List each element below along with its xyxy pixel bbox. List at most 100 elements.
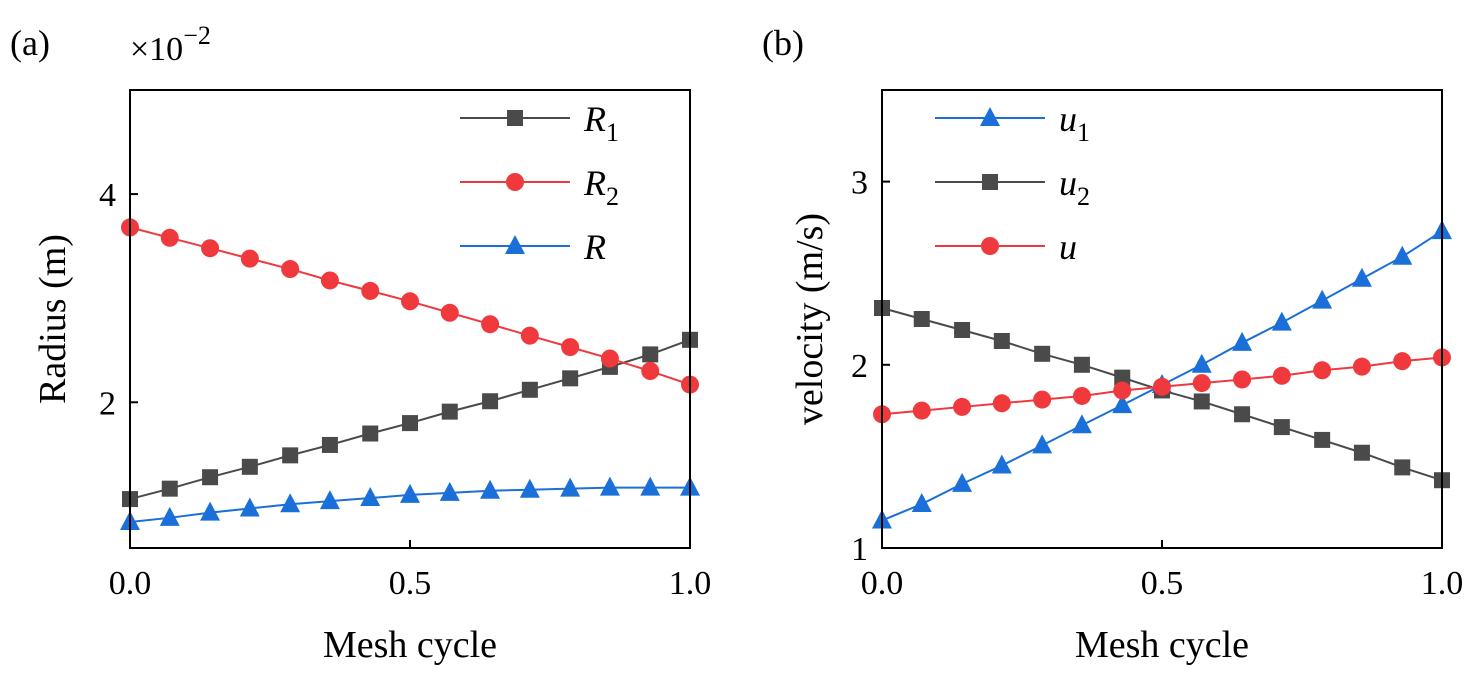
- data-point-R: [360, 487, 381, 507]
- data-point-R: [560, 477, 581, 497]
- panel-b-label: (b): [762, 23, 804, 63]
- data-point-u2: [1114, 369, 1131, 386]
- data-point-u2: [1193, 393, 1210, 410]
- legend-label-u2: u2: [1059, 163, 1090, 211]
- legend-label-R: R: [583, 227, 606, 267]
- data-point-R1: [562, 370, 579, 387]
- legend-label-R2: R2: [583, 163, 619, 211]
- data-point-R1: [282, 447, 299, 464]
- legend-marker-u: [981, 237, 999, 255]
- data-point-u1: [1112, 394, 1133, 414]
- data-point-R2: [641, 362, 660, 381]
- panel-a-y-axis-title: Radius (m): [32, 234, 74, 404]
- data-point-R2: [600, 349, 619, 368]
- data-point-u: [1033, 390, 1052, 409]
- data-point-R1: [241, 458, 258, 475]
- data-point-R: [480, 479, 501, 499]
- data-point-R2: [201, 239, 220, 258]
- data-point-R1: [441, 403, 458, 420]
- data-point-R1: [642, 346, 659, 363]
- x-tick-label: 0.0: [861, 565, 904, 602]
- x-tick-label: 1.0: [669, 565, 712, 602]
- data-point-R2: [561, 338, 580, 357]
- data-point-u1: [991, 454, 1012, 474]
- data-point-R2: [160, 228, 179, 247]
- data-point-R: [319, 490, 340, 510]
- data-point-R1: [202, 469, 219, 486]
- data-point-u: [1192, 374, 1211, 393]
- data-point-R1: [161, 480, 178, 497]
- panel-b-plot-frame: [881, 89, 1443, 549]
- data-point-u1: [1392, 245, 1413, 265]
- legend-label-u1: u1: [1059, 99, 1090, 147]
- legend-marker-R1: [507, 110, 523, 126]
- data-point-u1: [1032, 434, 1053, 454]
- data-point-u: [1072, 386, 1091, 405]
- data-point-u1: [952, 472, 973, 492]
- data-point-u: [1153, 377, 1171, 396]
- data-point-u2: [993, 332, 1010, 349]
- x-tick-label: 0.0: [109, 565, 152, 602]
- panel-a-radius-chart: (a) ×10−2 R1 R2 R 0.0 0.5 1.0 2 4 Mesh cycle R…: [10, 21, 711, 666]
- panel-a-multiplier: ×10−2: [130, 21, 211, 68]
- data-point-u2: [1034, 345, 1051, 362]
- y-tick-label: 2: [99, 385, 116, 422]
- data-point-u2: [1234, 406, 1251, 423]
- panel-b-velocity-chart: (b) u1 u2 u 0.0 0.5 1.0 1 2 3 Mesh cycle veloci…: [762, 23, 1463, 666]
- data-point-u1: [1191, 353, 1212, 373]
- data-point-u2: [1073, 356, 1090, 373]
- data-point-R1: [362, 425, 379, 442]
- data-point-R1: [521, 381, 538, 398]
- data-point-R1: [321, 436, 338, 453]
- data-point-u1: [1071, 414, 1092, 434]
- data-point-u: [1393, 352, 1412, 371]
- panel-b-y-axis-title: velocity (m/s): [789, 213, 831, 425]
- data-point-R2: [281, 260, 300, 279]
- data-point-R: [159, 506, 180, 526]
- data-point-R1: [482, 393, 499, 410]
- y-tick-label: 3: [851, 165, 868, 202]
- data-point-u: [1352, 357, 1371, 376]
- data-point-u2: [1314, 431, 1331, 448]
- data-point-R: [519, 478, 540, 498]
- x-tick-label: 1.0: [1421, 565, 1464, 602]
- panel-b-x-axis-title: Mesh cycle: [1075, 624, 1249, 666]
- legend-marker-u1: [980, 107, 1000, 126]
- data-point-u1: [911, 493, 932, 513]
- x-tick-label: 0.5: [389, 565, 432, 602]
- data-point-u2: [1273, 419, 1290, 436]
- data-point-u1: [1271, 311, 1292, 331]
- legend-marker-R: [505, 235, 525, 254]
- data-point-u: [1313, 361, 1332, 380]
- data-point-R: [280, 493, 301, 513]
- data-point-u: [912, 401, 931, 420]
- data-point-u: [1113, 381, 1132, 400]
- data-point-u: [1233, 370, 1252, 389]
- data-point-u2: [1394, 459, 1411, 476]
- data-point-u: [1272, 366, 1291, 385]
- data-point-R2: [401, 292, 419, 311]
- data-point-u: [953, 397, 972, 416]
- data-point-R2: [320, 271, 339, 290]
- data-point-R2: [520, 326, 539, 345]
- data-point-R2: [481, 315, 500, 334]
- legend-label-u: u: [1059, 227, 1077, 267]
- legend-marker-R2: [506, 173, 524, 191]
- data-point-R: [400, 483, 420, 503]
- y-tick-label: 2: [851, 348, 868, 385]
- y-tick-label: 4: [99, 177, 116, 214]
- data-point-R: [239, 497, 260, 517]
- data-point-R: [599, 476, 620, 496]
- data-point-u2: [954, 321, 971, 338]
- data-point-u: [992, 394, 1011, 413]
- data-point-u2: [1353, 444, 1370, 461]
- data-point-u1: [1312, 289, 1333, 309]
- panel-a-label: (a): [10, 23, 50, 63]
- y-tick-label: 1: [851, 531, 868, 568]
- data-point-R2: [440, 303, 459, 322]
- data-point-u1: [1232, 331, 1253, 351]
- data-point-R2: [361, 281, 380, 300]
- data-point-R: [640, 476, 661, 496]
- data-point-R: [200, 501, 221, 521]
